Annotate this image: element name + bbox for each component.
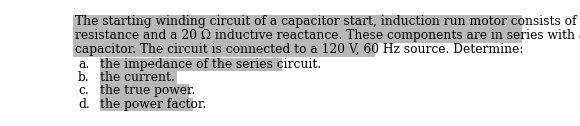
Bar bbox=[100, 71, 177, 84]
Text: the current.: the current. bbox=[100, 71, 175, 84]
Text: d.: d. bbox=[78, 98, 90, 111]
Bar bbox=[100, 84, 188, 98]
Text: the true power.: the true power. bbox=[100, 84, 195, 97]
Bar bbox=[72, 43, 375, 57]
Text: a.: a. bbox=[78, 58, 89, 71]
Text: resistance and a 20 Ω inductive reactance. These components are in series with a: resistance and a 20 Ω inductive reactanc… bbox=[75, 29, 580, 42]
Text: capacitor. The circuit is connected to a 120 V, 60 Hz source. Determine:: capacitor. The circuit is connected to a… bbox=[75, 43, 523, 56]
Bar bbox=[100, 98, 193, 111]
Text: The starting winding circuit of a capacitor start, induction run motor consists : The starting winding circuit of a capaci… bbox=[75, 15, 580, 28]
Bar bbox=[72, 15, 522, 29]
Text: c.: c. bbox=[78, 84, 89, 97]
Text: the power factor.: the power factor. bbox=[100, 98, 206, 111]
Text: b.: b. bbox=[78, 71, 89, 84]
Bar bbox=[100, 58, 282, 71]
Text: the impedance of the series circuit.: the impedance of the series circuit. bbox=[100, 58, 321, 71]
Bar bbox=[72, 29, 522, 43]
